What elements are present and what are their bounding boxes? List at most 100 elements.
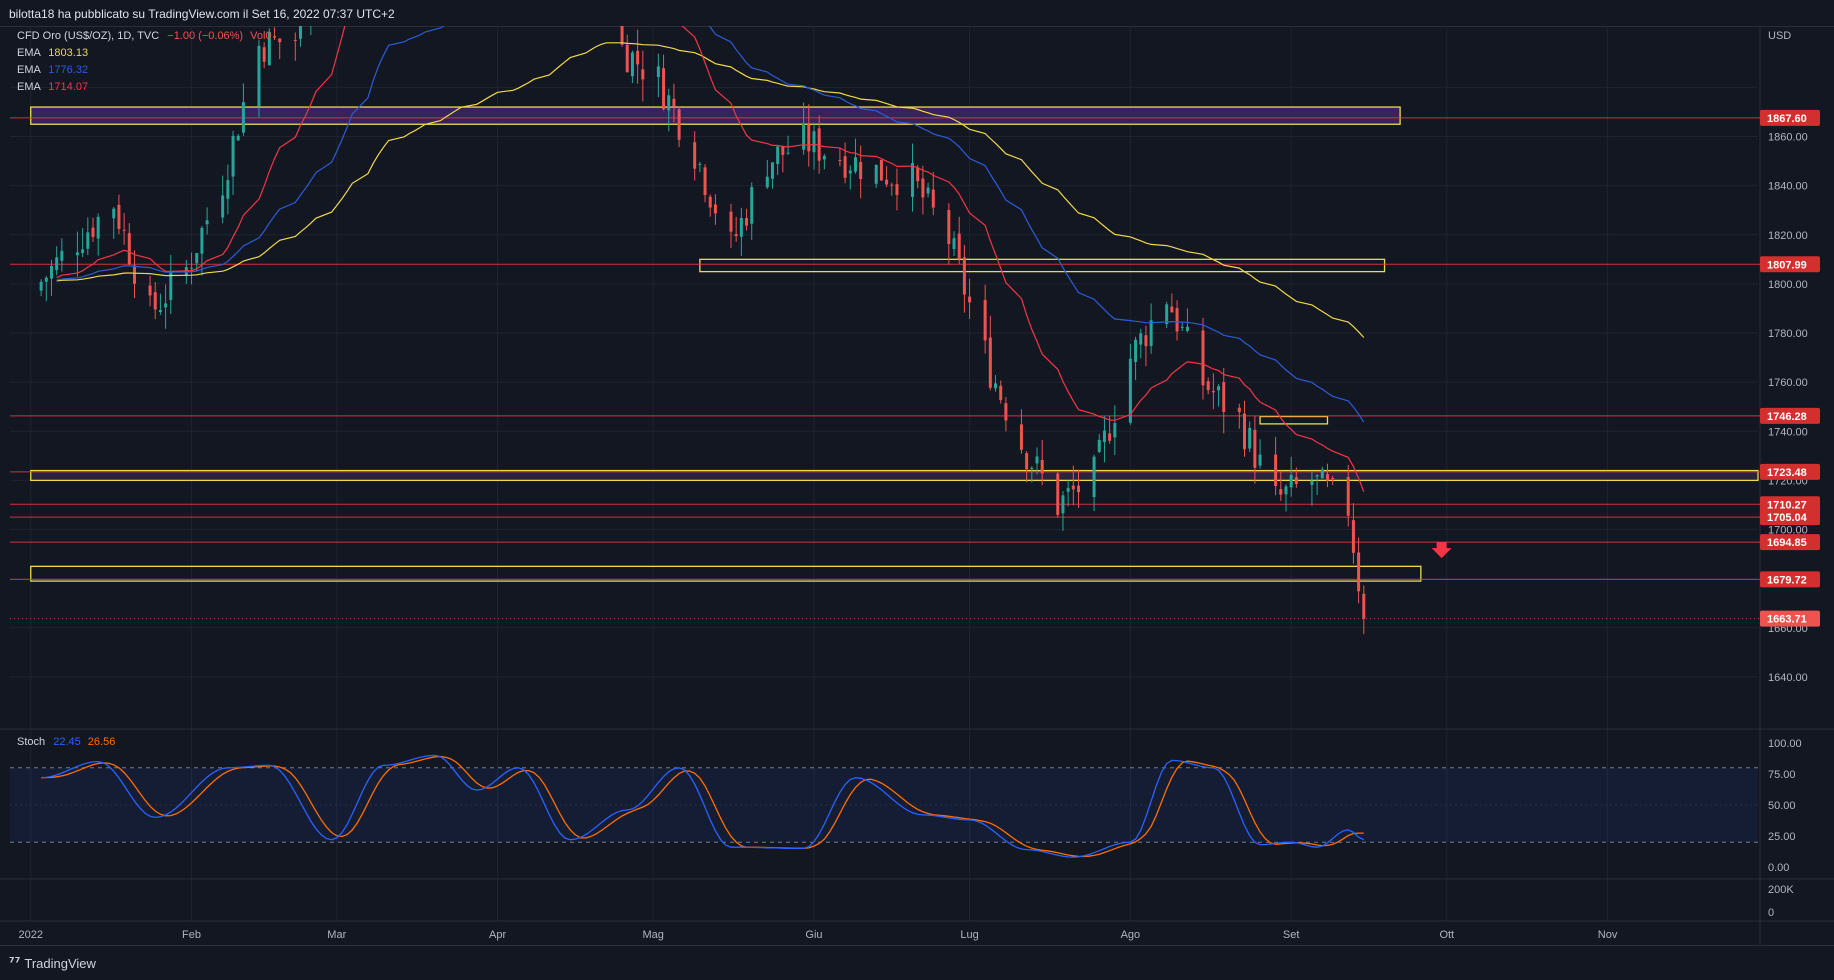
candle-down (1211, 391, 1215, 393)
price-tag (1760, 109, 1820, 126)
candle-up (1061, 495, 1065, 514)
candle-up (1258, 454, 1262, 466)
candle-up (874, 164, 878, 184)
stoch-k-value: 22.45 (53, 736, 81, 748)
candle-down (1253, 429, 1257, 468)
candle-down (1362, 593, 1366, 619)
candle-up (698, 163, 702, 165)
ema-label: EMA (17, 64, 41, 76)
tradingview-logo[interactable]: ⁷⁷ TradingView (9, 956, 96, 971)
candle-up (776, 146, 780, 165)
candle-up (1289, 474, 1293, 488)
y-tick-label: 1740.00 (1768, 426, 1808, 438)
y-tick-label: 1640.00 (1768, 672, 1808, 684)
tradingview-logo-icon: ⁷⁷ (9, 956, 21, 971)
candle-up (1128, 358, 1132, 423)
symbol-legend: CFD Oro (US$/OZ), 1D, TVC −1.00 (−0.06%)… (17, 30, 272, 42)
candle-down (988, 337, 992, 388)
candle-down (817, 128, 821, 161)
candle-up (848, 170, 852, 174)
stoch-tick-label: 25.00 (1768, 831, 1796, 843)
candle-up (1092, 456, 1096, 498)
price-tag (1760, 496, 1820, 513)
candle-up (1180, 326, 1184, 328)
candle-down (122, 229, 126, 231)
volume-axis: 200K 0 (1768, 884, 1794, 919)
candle-down (662, 68, 666, 110)
candle-down (625, 44, 629, 73)
candle-down (957, 233, 961, 260)
candle-up (81, 249, 85, 253)
candle-up (267, 32, 271, 66)
candle-down (885, 179, 889, 185)
tradingview-logo-text: TradingView (24, 956, 96, 971)
candle-down (1331, 477, 1335, 479)
candle-up (1248, 427, 1252, 449)
candle-up (1149, 320, 1153, 347)
candle-up (164, 303, 168, 308)
ema-legend-2: EMA 1776.32 (17, 64, 88, 76)
candle-up (1102, 430, 1106, 443)
candle-down (117, 204, 121, 229)
candle-up (770, 162, 774, 179)
grid-lines (10, 26, 1758, 921)
candle-down (620, 26, 624, 45)
candle-down (999, 385, 1003, 400)
symbol-name: CFD Oro (US$/OZ), 1D, TVC (17, 30, 160, 42)
stoch-d-line (41, 755, 1364, 858)
candle-up (190, 267, 194, 269)
price-tag-label: 1705.04 (1767, 512, 1808, 524)
month-label: Giu (805, 929, 822, 941)
price-tag-label: 1663.71 (1767, 614, 1807, 626)
candle-up (1320, 469, 1324, 479)
zone-1680 (30, 565, 1422, 582)
stoch-label: Stoch (17, 736, 46, 748)
candle-up (822, 155, 826, 160)
candle-up (241, 102, 245, 133)
candle-down (1019, 424, 1023, 450)
price-tag-label: 1694.85 (1767, 537, 1807, 549)
candle-down (916, 167, 920, 182)
candle-up (257, 45, 261, 107)
candle-up (1284, 486, 1288, 495)
candle-up (195, 253, 199, 264)
candle-down (983, 299, 987, 341)
stoch-tick-label: 100.00 (1768, 738, 1802, 750)
candle-down (708, 196, 712, 208)
candle-down (132, 265, 136, 284)
price-tag-label: 1867.60 (1767, 113, 1807, 125)
candle-up (231, 135, 235, 177)
candle-down (127, 233, 131, 265)
month-label: Apr (489, 929, 506, 941)
candle-down (781, 146, 785, 155)
candle-down (278, 38, 282, 43)
price-tag (1760, 407, 1820, 424)
candle-up (44, 277, 48, 282)
candle-up (994, 383, 998, 389)
candle-down (1077, 485, 1081, 493)
candle-down (962, 257, 966, 295)
candle-up (1097, 439, 1101, 452)
candle-down (921, 178, 925, 198)
candle-up (298, 26, 302, 39)
price-chart[interactable]: USD 1860.00 1840.00 1820.00 1800.00 1780.00 17… (0, 26, 1834, 945)
ema-value: 1714.07 (48, 81, 89, 93)
month-label: Set (1283, 929, 1300, 941)
candle-up (802, 123, 806, 150)
candle-down (1201, 330, 1205, 386)
candle-down (807, 124, 811, 152)
candle-up (750, 186, 754, 224)
candle-up (739, 217, 743, 237)
candle-down (968, 296, 972, 303)
ema-line (56, 26, 1365, 492)
candle-up (667, 95, 671, 111)
currency-label: USD (1768, 30, 1791, 42)
price-tag (1760, 534, 1820, 551)
candle-up (853, 157, 857, 172)
candle-down (713, 204, 717, 214)
month-label: Nov (1598, 929, 1618, 941)
stoch-d-value: 26.56 (87, 736, 116, 748)
y-tick-label: 1780.00 (1768, 328, 1808, 340)
price-tag-label: 1679.72 (1767, 574, 1807, 586)
date-axis: 2022 Feb Mar Apr Mag Giu Lug Ago Set Ott Nov (19, 929, 1618, 941)
